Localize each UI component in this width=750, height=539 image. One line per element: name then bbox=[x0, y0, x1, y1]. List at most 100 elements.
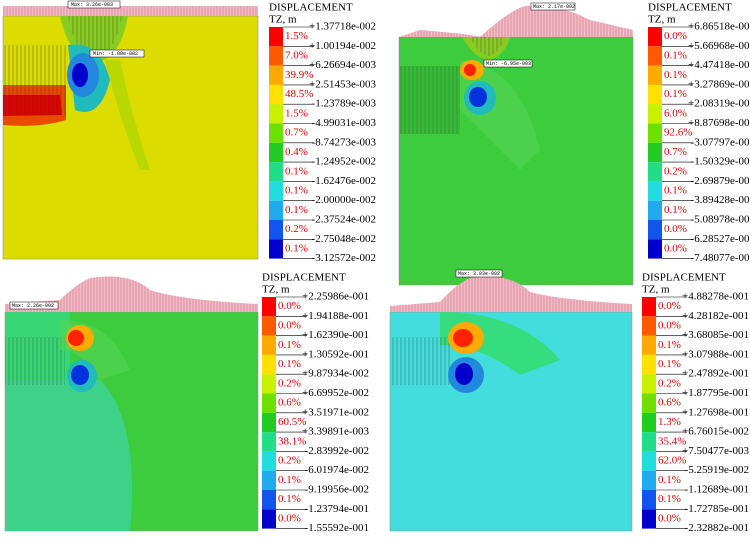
legend-level: +8.87698e-003 bbox=[688, 117, 750, 129]
legend-percentage: 38.1% bbox=[278, 435, 306, 447]
legend-percentage: 0.0% bbox=[664, 30, 687, 42]
legend-percentage: 0.2% bbox=[285, 223, 308, 235]
legend-level: +6.26694e-003 bbox=[309, 59, 376, 71]
legend-percentage: 0.1% bbox=[278, 339, 301, 351]
legend-level: +6.76015e-002 bbox=[682, 426, 749, 438]
legend-percentage: 0.4% bbox=[285, 146, 308, 158]
legend-level: +5.66968e-002 bbox=[688, 40, 750, 52]
legend-level: +1.30592e-001 bbox=[302, 348, 369, 360]
max-label: Max: 2.17e-002 bbox=[533, 4, 575, 10]
legend-level: -2.32882e-001 bbox=[685, 522, 749, 534]
legend-swatch bbox=[648, 65, 662, 85]
legend-level: -9.19956e-002 bbox=[305, 484, 369, 496]
legend-percentage: 39.9% bbox=[285, 69, 313, 81]
legend-percentage: 0.1% bbox=[285, 165, 308, 177]
legend-level: +1.62390e-001 bbox=[302, 329, 369, 341]
legend-swatch bbox=[262, 432, 276, 452]
legend-swatch bbox=[642, 509, 656, 529]
legend-percentage: 0.1% bbox=[664, 204, 687, 216]
legend-percentage: 7.0% bbox=[285, 49, 308, 61]
legend-level: -2.00000e-002 bbox=[312, 194, 376, 206]
legend-level: -2.37524e-002 bbox=[312, 214, 376, 226]
legend-swatch bbox=[642, 432, 656, 452]
legend-swatch bbox=[642, 354, 656, 375]
legend-level: +4.88278e-001 bbox=[682, 291, 749, 303]
legend-swatch bbox=[648, 200, 662, 220]
legend-level: +1.00194e-002 bbox=[309, 40, 376, 52]
legend-level: +6.86518e-002 bbox=[688, 21, 750, 33]
legend-swatch bbox=[262, 297, 276, 317]
legend-swatch bbox=[642, 412, 656, 433]
legend-level: +3.07988e-001 bbox=[682, 348, 749, 360]
legend-percentage: 0.2% bbox=[278, 455, 301, 467]
legend-level: -1.50329e-002 bbox=[691, 156, 750, 168]
legend-unit: TZ, m bbox=[642, 284, 670, 296]
legend-percentage: 6.0% bbox=[664, 107, 687, 119]
legend-title: DISPLACEMENT bbox=[648, 2, 732, 14]
legend-level: -5.25919e-002 bbox=[685, 464, 749, 476]
max-label: Max: 3.26e-003 bbox=[71, 2, 113, 8]
legend-swatch bbox=[262, 335, 276, 355]
legend-swatch bbox=[262, 470, 276, 490]
legend-swatch bbox=[642, 297, 656, 317]
legend-level: -8.74273e-003 bbox=[312, 136, 377, 148]
legend-level: +1.94188e-001 bbox=[302, 310, 369, 322]
legend-level: -1.23789e-003 bbox=[312, 98, 377, 110]
legend-swatch bbox=[262, 374, 276, 394]
min-label: Min: -6.95e-003 bbox=[486, 61, 531, 67]
min-label: Min: -1.08e-002 bbox=[93, 51, 138, 57]
legend-level: +1.87795e-001 bbox=[682, 387, 749, 399]
legend-percentage: 0.0% bbox=[664, 223, 687, 235]
legend-percentage: 62.0% bbox=[658, 455, 686, 467]
legend-level: -1.62476e-002 bbox=[312, 175, 376, 187]
legend-percentage: 1.5% bbox=[285, 107, 308, 119]
legend-percentage: 0.1% bbox=[658, 358, 681, 370]
legend-swatch bbox=[642, 393, 656, 413]
legend-level: +4.47418e-002 bbox=[688, 59, 750, 71]
legend-swatch bbox=[648, 220, 662, 240]
legend-level: +1.37718e-002 bbox=[309, 21, 376, 33]
legend-level: -3.07797e-003 bbox=[691, 136, 750, 148]
legend-swatch bbox=[642, 490, 656, 510]
legend-swatch bbox=[262, 412, 276, 433]
legend-swatch bbox=[262, 509, 276, 529]
legend-level: -1.55592e-001 bbox=[305, 522, 369, 534]
legend-swatch bbox=[648, 239, 662, 259]
legend-swatch bbox=[269, 200, 283, 220]
legend-level: -1.23794e-001 bbox=[305, 503, 369, 515]
legend-percentage: 0.7% bbox=[664, 146, 687, 158]
legend-percentage: 0.1% bbox=[278, 358, 301, 370]
legend-level: +1.27698e-001 bbox=[682, 406, 749, 418]
legend-percentage: 0.1% bbox=[278, 493, 301, 505]
legend-swatch bbox=[648, 84, 662, 105]
legend-percentage: 0.1% bbox=[285, 242, 308, 254]
legend-percentage: 0.1% bbox=[658, 339, 681, 351]
legend-swatch bbox=[269, 142, 283, 163]
legend-level: +2.08319e-002 bbox=[688, 98, 750, 110]
legend-swatch bbox=[262, 451, 276, 471]
legend-percentage: 1.5% bbox=[285, 30, 308, 42]
legend-level: -2.75048e-002 bbox=[312, 233, 376, 245]
legend-level: +2.47892e-001 bbox=[682, 368, 749, 380]
legend-level: +9.87934e-002 bbox=[302, 368, 369, 380]
legend-percentage: 0.1% bbox=[285, 185, 308, 197]
legend-swatch bbox=[648, 142, 662, 163]
legend-level: -6.28527e-002 bbox=[691, 233, 750, 245]
legend-percentage: 0.7% bbox=[285, 127, 308, 139]
legend-unit: TZ, m bbox=[262, 284, 290, 296]
legend-level: -2.69879e-002 bbox=[691, 175, 750, 187]
legend-level: +3.68085e-001 bbox=[682, 329, 749, 341]
legend-level: -6.01974e-002 bbox=[305, 464, 369, 476]
legend-title: DISPLACEMENT bbox=[269, 2, 353, 14]
plot-1: Max: 3.26e-003 Min: -1.08e-002 bbox=[2, 0, 259, 260]
legend-swatch bbox=[269, 162, 283, 182]
legend-level: -1.24952e-002 bbox=[312, 156, 376, 168]
legend-swatch bbox=[648, 181, 662, 201]
legend-swatch bbox=[648, 123, 662, 143]
legend-percentage: 0.6% bbox=[658, 397, 681, 409]
max-label: Max: 3.83e-002 bbox=[458, 271, 500, 277]
legend-percentage: 0.0% bbox=[664, 242, 687, 254]
legend-percentage: 0.0% bbox=[658, 319, 681, 331]
legend-level: -2.83992e-002 bbox=[305, 445, 369, 457]
